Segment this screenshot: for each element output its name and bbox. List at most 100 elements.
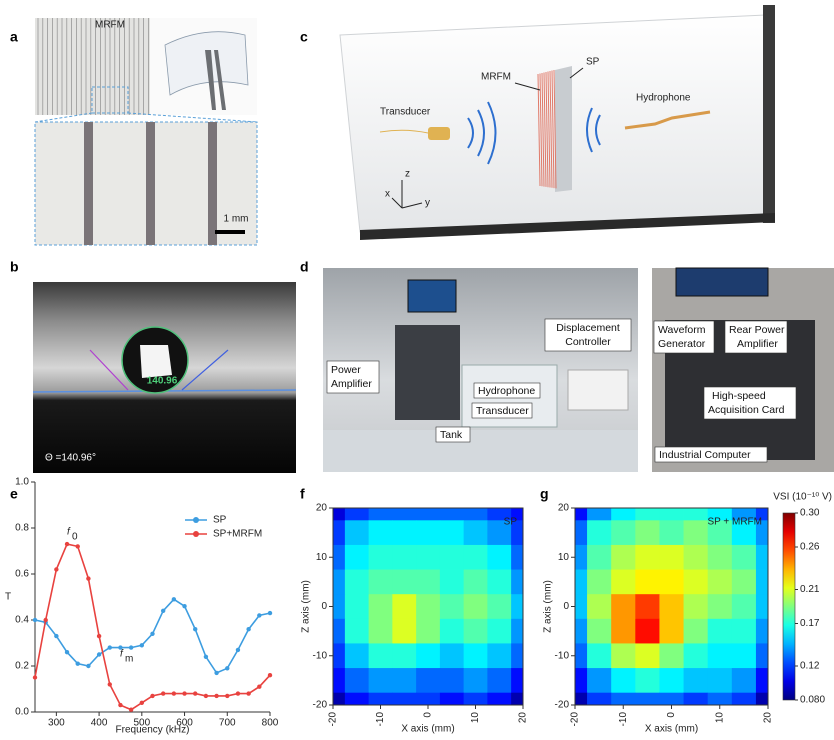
heat-cell <box>333 594 346 620</box>
point <box>86 576 91 581</box>
y-tick-label: 10 <box>316 552 328 563</box>
point <box>54 633 59 639</box>
heat-cell <box>611 544 636 570</box>
point <box>235 691 241 696</box>
heat-cell <box>392 643 417 669</box>
mrfm-label: MRFM <box>481 72 511 83</box>
label-box <box>471 402 533 419</box>
heat-cell <box>344 594 370 620</box>
x-tick-label: 0 <box>666 712 677 718</box>
point <box>150 631 155 636</box>
heat-cell <box>575 508 588 521</box>
heat-cell <box>416 508 441 521</box>
colorbar-tick-label: 0.21 <box>800 584 820 595</box>
heat-cell <box>755 668 769 694</box>
panel-label: a <box>10 29 18 45</box>
heat-cell <box>683 520 709 546</box>
heat-cell <box>659 544 684 570</box>
y-tick-label: 1.0 <box>15 477 29 488</box>
heat-cell <box>635 692 660 706</box>
y-tick-label: 0.6 <box>15 569 29 580</box>
heat-cell <box>416 618 441 644</box>
heat-cell <box>731 569 757 595</box>
heat-cell <box>755 692 769 706</box>
heat-cell <box>731 618 757 644</box>
heat-cell <box>575 544 588 570</box>
point <box>193 691 198 696</box>
heat-cell <box>755 594 769 620</box>
heat-cell <box>575 618 588 644</box>
heat-cell <box>392 668 417 694</box>
angle-readout: 140.96 <box>147 376 178 387</box>
label-box <box>703 386 797 420</box>
heat-cell <box>707 544 733 570</box>
heat-cell <box>333 692 346 706</box>
heat-cell <box>731 544 757 570</box>
point <box>193 627 198 632</box>
heat-cell <box>392 569 417 595</box>
annotation-sub: m <box>125 654 133 665</box>
heat-cell <box>463 643 488 669</box>
heat-cell <box>511 618 524 644</box>
x-axis-label: X axis (mm) <box>645 724 698 735</box>
heat-cell <box>635 508 660 521</box>
heat-cell <box>368 692 393 706</box>
heat-cell <box>575 668 588 694</box>
mrfm-stripe <box>551 70 555 189</box>
point <box>246 627 251 632</box>
colorbar-tick-label: 0.080 <box>800 695 825 706</box>
series-line <box>34 598 271 674</box>
point <box>128 645 134 650</box>
point <box>75 544 80 549</box>
colorbar-tick-label: 0.30 <box>800 508 820 519</box>
heat-cell <box>755 569 769 595</box>
heat-cell <box>659 618 684 644</box>
photo-label: Acquisition Card <box>708 404 785 416</box>
heat-cell <box>755 643 769 669</box>
heat-cell <box>463 668 488 694</box>
heat-cell <box>659 668 684 694</box>
mrfm-stripe <box>547 71 551 188</box>
heat-cell <box>487 594 512 620</box>
heat-cell <box>416 668 441 694</box>
y-tick-label: 20 <box>316 503 328 514</box>
heat-cell <box>575 692 588 706</box>
pointer <box>514 82 541 91</box>
point <box>214 693 219 699</box>
annotation-sub: 0 <box>72 532 78 543</box>
heat-cell <box>587 520 612 546</box>
point <box>257 613 262 618</box>
heat-cell <box>487 544 512 570</box>
y-tick-label: 0.4 <box>15 615 29 626</box>
photo-label: High-speed <box>712 390 766 402</box>
x-tick-label: 10 <box>714 712 725 724</box>
heat-cell <box>463 692 488 706</box>
heat-cell <box>611 569 636 595</box>
heat-cell <box>731 643 757 669</box>
heat-cell <box>755 520 769 546</box>
x-tick-label: 300 <box>48 718 65 729</box>
x-axis-label: Frequency (kHz) <box>116 725 190 736</box>
heat-cell <box>731 508 757 521</box>
heat-cell <box>659 508 684 521</box>
heat-cell <box>511 668 524 694</box>
heat-cell <box>333 618 346 644</box>
heat-cell <box>611 508 636 521</box>
heat-cell <box>659 594 684 620</box>
annotation: f <box>120 649 124 660</box>
point <box>54 567 59 572</box>
heat-cell <box>611 692 636 706</box>
tank-base <box>360 213 775 240</box>
mrfm-stripe <box>539 73 543 187</box>
heat-cell <box>707 594 733 620</box>
heat-cell <box>344 544 370 570</box>
x-tick-label: 400 <box>91 718 108 729</box>
point <box>139 700 145 705</box>
heat-cell <box>416 520 441 546</box>
heat-cell <box>635 668 660 694</box>
heat-cell <box>587 692 612 706</box>
heat-cell <box>416 643 441 669</box>
zoom-box <box>91 86 129 114</box>
axis-label: y <box>425 198 430 209</box>
colorbar-tick-label: 0.26 <box>800 542 820 553</box>
